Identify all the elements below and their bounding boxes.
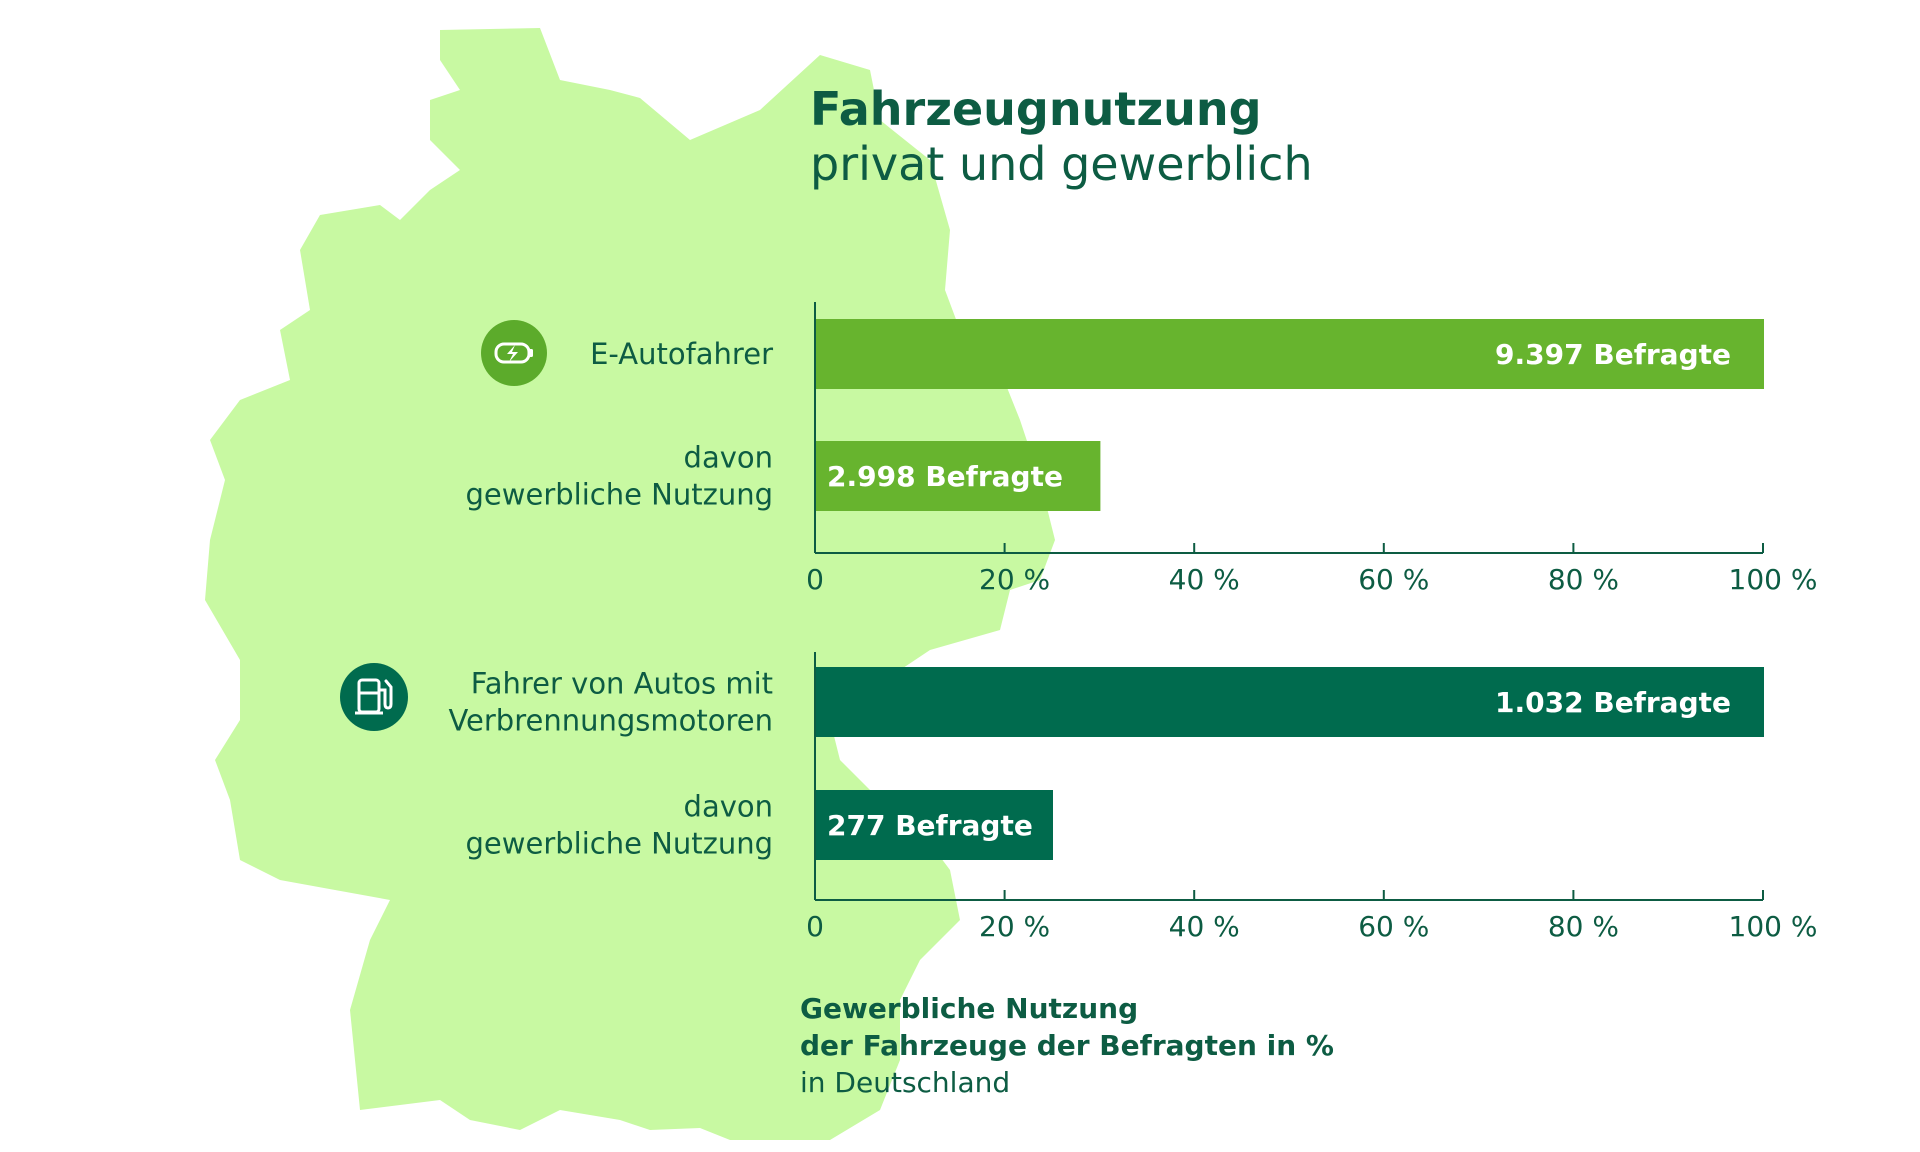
chart-subtitle: privat und gewerblich — [810, 137, 1313, 191]
x-tick-label: 0 — [806, 563, 824, 596]
fuel-pump-icon — [340, 663, 408, 731]
bar-value-label: 1.032 Befragte — [1495, 686, 1731, 719]
x-tick-label: 80 % — [1548, 910, 1619, 943]
chart-title: Fahrzeugnutzung — [810, 82, 1262, 136]
bar-category-label-line: gewerbliche Nutzung — [466, 827, 773, 861]
bar-category-label-line: Verbrennungsmotoren — [448, 704, 773, 738]
x-tick-label: 60 % — [1358, 910, 1429, 943]
ev-charging-car-icon — [481, 320, 547, 386]
bar-category-label-line: Fahrer von Autos mit — [471, 667, 773, 701]
x-tick-label: 40 % — [1169, 563, 1240, 596]
bar — [816, 790, 1053, 860]
x-tick-label: 100 % — [1729, 910, 1818, 943]
bar — [816, 441, 1101, 511]
chart-footnote: Gewerbliche Nutzung der Fahrzeuge der Be… — [800, 990, 1334, 1101]
footnote-line-3: in Deutschland — [800, 1066, 1011, 1099]
x-tick-label: 0 — [806, 910, 824, 943]
bar-value-label: 9.397 Befragte — [1495, 338, 1731, 371]
bar-category-label-line: davon — [684, 441, 773, 475]
bar — [816, 667, 1764, 737]
germany-map-shape — [205, 28, 1055, 1140]
x-tick-label: 20 % — [979, 910, 1050, 943]
bar-value-label: 2.998 Befragte — [827, 460, 1063, 493]
x-tick-label: 40 % — [1169, 910, 1240, 943]
bar-category-label: Fahrer von Autos mit Verbrennungsmotoren — [448, 667, 773, 738]
bar — [816, 319, 1764, 389]
footnote-line-2: der Fahrzeuge der Befragten in % — [800, 1029, 1334, 1062]
bar-category-label: davon gewerbliche Nutzung — [466, 790, 773, 861]
bar-category-label: E-Autofahrer — [590, 337, 773, 371]
x-tick-label: 60 % — [1358, 563, 1429, 596]
bar-category-label-line: davon — [684, 790, 773, 824]
bar-value-label: 277 Befragte — [827, 809, 1033, 842]
bar-category-label: davon gewerbliche Nutzung — [466, 441, 773, 512]
x-tick-label: 80 % — [1548, 563, 1619, 596]
bar-category-label-line: gewerbliche Nutzung — [466, 478, 773, 512]
footnote-line-1: Gewerbliche Nutzung — [800, 992, 1139, 1025]
x-tick-label: 20 % — [979, 563, 1050, 596]
x-tick-label: 100 % — [1729, 563, 1818, 596]
bar-category-label-line: E-Autofahrer — [590, 337, 773, 371]
